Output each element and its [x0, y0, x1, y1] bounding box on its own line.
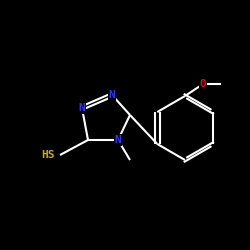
Text: N: N	[108, 90, 116, 100]
Text: O: O	[200, 79, 206, 89]
Text: HS: HS	[41, 150, 55, 160]
Text: N: N	[78, 103, 86, 113]
Text: N: N	[114, 135, 121, 145]
